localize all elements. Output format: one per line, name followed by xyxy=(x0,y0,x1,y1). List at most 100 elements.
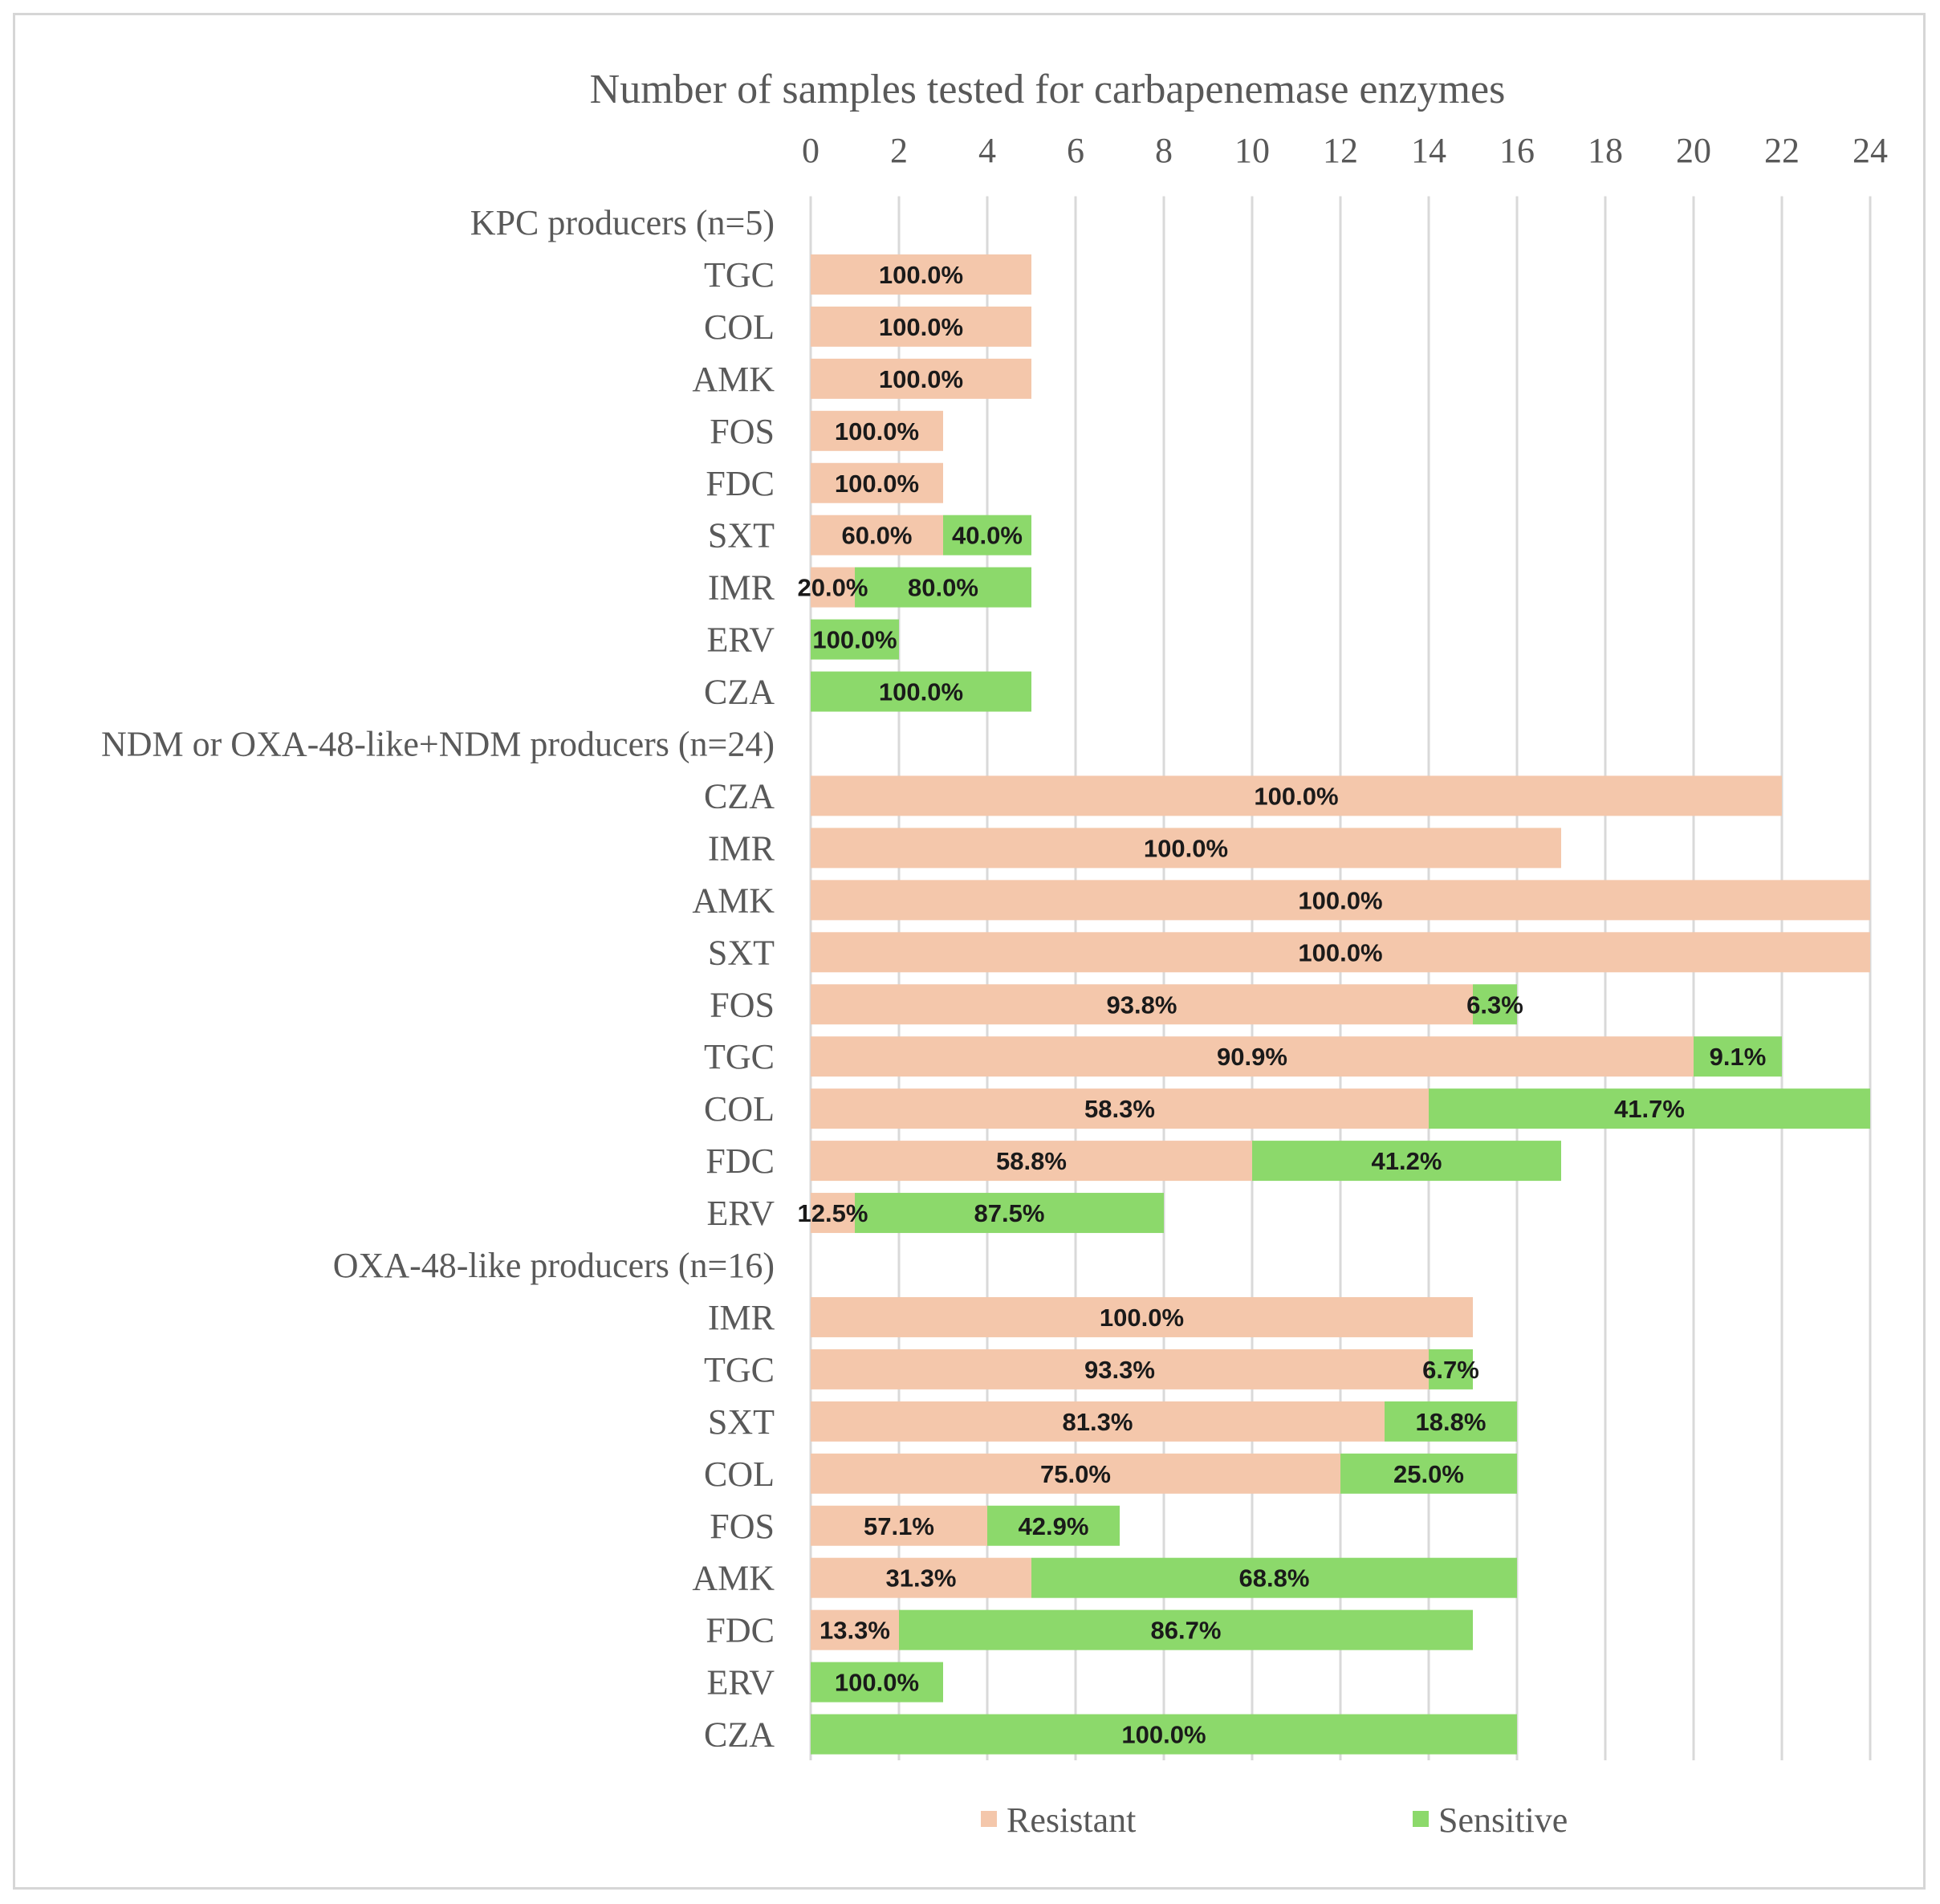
category-label: FOS xyxy=(710,412,775,451)
x-tick-label: 6 xyxy=(1067,131,1084,170)
data-label-sensitive: 9.1% xyxy=(1710,1043,1767,1071)
data-label-sensitive: 40.0% xyxy=(952,522,1023,550)
bar-sensitive xyxy=(855,1193,1164,1234)
bar-sensitive xyxy=(1429,1088,1870,1129)
data-label-resistant: 100.0% xyxy=(835,470,919,498)
legend-swatch-resistant xyxy=(981,1811,997,1827)
bar-resistant xyxy=(811,1349,1429,1389)
data-label-resistant: 58.3% xyxy=(1084,1095,1155,1123)
data-label-sensitive: 42.9% xyxy=(1019,1512,1089,1540)
legend-swatch-sensitive xyxy=(1413,1811,1429,1827)
category-label: ERV xyxy=(707,1194,775,1233)
legend-label-sensitive: Sensitive xyxy=(1438,1800,1568,1840)
category-label: FOS xyxy=(710,985,775,1024)
category-label: IMR xyxy=(708,568,775,608)
category-label: FDC xyxy=(706,1141,775,1181)
data-label-sensitive: 25.0% xyxy=(1393,1460,1464,1488)
data-label-sensitive: 41.2% xyxy=(1372,1147,1442,1175)
bar-sensitive xyxy=(899,1609,1473,1650)
bar-sensitive xyxy=(1473,984,1517,1025)
data-label-resistant: 12.5% xyxy=(798,1199,868,1227)
category-label: TGC xyxy=(704,1350,775,1389)
bar-resistant xyxy=(811,932,1870,973)
category-label: SXT xyxy=(708,933,775,972)
bar-resistant xyxy=(811,358,1031,399)
data-label-resistant: 100.0% xyxy=(879,261,963,289)
x-tick-label: 22 xyxy=(1764,131,1800,170)
x-tick-label: 14 xyxy=(1411,131,1446,170)
bar-resistant xyxy=(811,462,943,503)
bar-sensitive xyxy=(811,1662,943,1703)
bar-resistant xyxy=(811,828,1561,869)
data-label-resistant: 20.0% xyxy=(798,574,868,602)
bar-sensitive xyxy=(1694,1036,1782,1077)
data-label-resistant: 100.0% xyxy=(1254,782,1338,810)
bar-resistant xyxy=(811,254,1031,295)
bar-resistant xyxy=(811,880,1870,921)
bar-sensitive xyxy=(987,1505,1120,1546)
category-label: AMK xyxy=(692,360,775,399)
group-label: OXA-48-like producers (n=16) xyxy=(333,1246,775,1285)
category-label: SXT xyxy=(708,516,775,555)
data-label-sensitive: 100.0% xyxy=(812,626,897,654)
category-label: AMK xyxy=(692,881,775,920)
data-label-resistant: 100.0% xyxy=(1298,938,1382,966)
bar-sensitive xyxy=(855,567,1031,608)
x-tick-label: 24 xyxy=(1853,131,1888,170)
bar-resistant xyxy=(811,775,1782,816)
bar-sensitive xyxy=(1385,1401,1517,1442)
data-label-resistant: 100.0% xyxy=(1144,834,1228,862)
category-label: TGC xyxy=(704,1037,775,1076)
bar-resistant xyxy=(811,1557,1031,1598)
category-label: COL xyxy=(704,307,775,347)
x-tick-label: 10 xyxy=(1234,131,1270,170)
bar-resistant xyxy=(811,1088,1429,1129)
x-tick-label: 12 xyxy=(1323,131,1358,170)
bar-resistant xyxy=(811,1296,1473,1337)
data-label-sensitive: 100.0% xyxy=(879,678,963,706)
bar-sensitive xyxy=(943,515,1031,555)
x-axis-ticks: 0 2 4 6 8 10 12 14 16 18 20 22 24 xyxy=(802,131,1888,170)
category-label: FDC xyxy=(706,464,775,503)
bar-resistant xyxy=(811,1609,899,1650)
category-label: SXT xyxy=(708,1402,775,1442)
data-label-resistant: 13.3% xyxy=(820,1617,890,1645)
x-tick-label: 18 xyxy=(1588,131,1623,170)
bar-resistant xyxy=(811,984,1473,1025)
data-label-resistant: 100.0% xyxy=(879,313,963,341)
bar-resistant xyxy=(811,1036,1694,1077)
category-labels: KPC producers (n=5) TGC COL AMK FOS FDC SXT IMR… xyxy=(101,203,775,1755)
bar-resistant xyxy=(811,1453,1340,1494)
category-label: COL xyxy=(704,1454,775,1494)
data-label-sensitive: 6.3% xyxy=(1466,991,1523,1019)
data-label-resistant: 60.0% xyxy=(842,522,913,550)
data-label-resistant: 58.8% xyxy=(996,1147,1067,1175)
category-label: IMR xyxy=(708,828,775,868)
x-tick-label: 0 xyxy=(802,131,820,170)
data-label-resistant: 93.8% xyxy=(1107,991,1177,1019)
data-label-resistant: 100.0% xyxy=(1100,1304,1184,1332)
data-label-resistant: 81.3% xyxy=(1063,1408,1133,1436)
bars: 100.0% 100.0% 100.0% 100.0% 100.0% 60.0% 40.0%… xyxy=(798,254,1870,1755)
category-label: ERV xyxy=(707,620,775,660)
category-label: COL xyxy=(704,1089,775,1129)
bar-sensitive xyxy=(1031,1557,1517,1598)
data-label-resistant: 90.9% xyxy=(1217,1043,1287,1071)
bar-sensitive xyxy=(811,1714,1517,1755)
x-tick-label: 2 xyxy=(890,131,908,170)
chart-title: Number of samples tested for carbapenema… xyxy=(590,67,1506,112)
data-label-resistant: 31.3% xyxy=(886,1564,957,1593)
x-tick-label: 4 xyxy=(978,131,996,170)
x-tick-label: 20 xyxy=(1676,131,1711,170)
data-label-sensitive: 41.7% xyxy=(1614,1095,1685,1123)
category-label: TGC xyxy=(704,255,775,295)
data-label-resistant: 93.3% xyxy=(1084,1356,1155,1384)
data-label-resistant: 75.0% xyxy=(1040,1460,1111,1488)
chart-frame xyxy=(13,13,1926,1890)
bar-resistant xyxy=(811,1401,1385,1442)
group-label: KPC producers (n=5) xyxy=(470,203,775,242)
bar-resistant xyxy=(811,567,855,608)
bar-sensitive xyxy=(811,619,899,660)
data-label-sensitive: 86.7% xyxy=(1151,1617,1222,1645)
